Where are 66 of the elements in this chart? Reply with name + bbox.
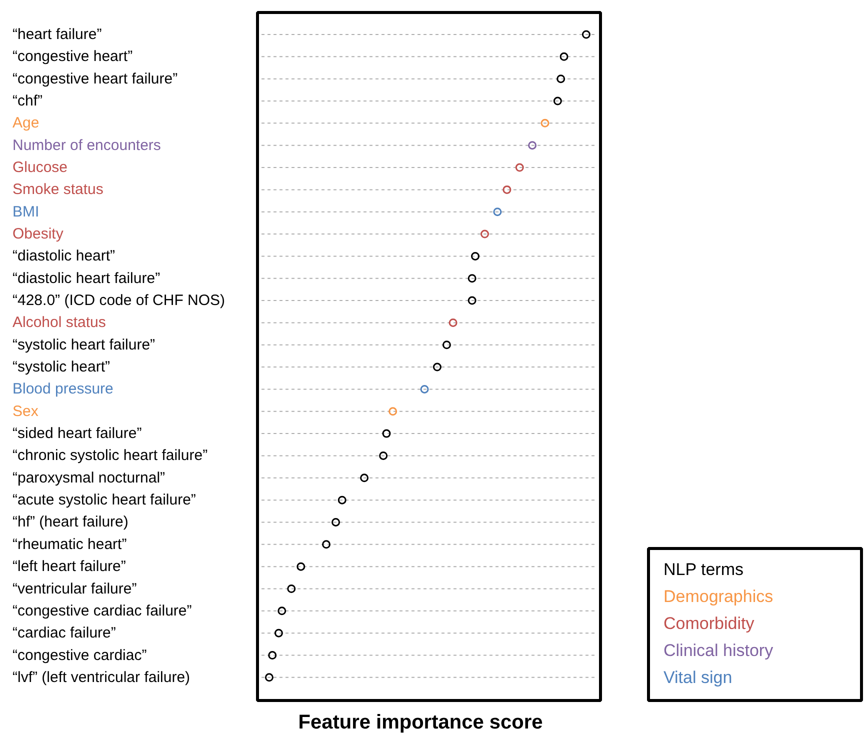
y-tick-label: Smoke status bbox=[12, 181, 104, 198]
y-tick-label: “cardiac failure” bbox=[12, 624, 116, 642]
point bbox=[360, 474, 369, 482]
text: Comorbidity bbox=[664, 614, 755, 633]
y-tick-label: “left heart failure” bbox=[12, 558, 126, 576]
y-tick-label: BMI bbox=[12, 203, 40, 220]
point bbox=[493, 208, 502, 216]
y-tick-label: Glucose bbox=[12, 159, 68, 176]
point bbox=[468, 296, 476, 305]
point bbox=[287, 584, 296, 593]
y-tick-label: “428.0” (ICD code of CHF NOS) bbox=[12, 292, 226, 310]
point bbox=[274, 628, 283, 638]
y-tick-label: “chf” bbox=[12, 92, 43, 110]
y-tick-label: “sided heart failure” bbox=[12, 425, 142, 442]
y-tick-label: “systolic heart” bbox=[12, 358, 110, 376]
x-axis-title: Feature importance score bbox=[298, 712, 543, 734]
y-tick-label: “hf” (heart failure) bbox=[12, 514, 128, 531]
y-tick-label: “diastolic heart failure” bbox=[12, 270, 160, 287]
y-tick-label: “diastolic heart” bbox=[12, 248, 116, 265]
point bbox=[382, 429, 391, 438]
point bbox=[379, 451, 388, 460]
point bbox=[268, 651, 277, 660]
point bbox=[560, 52, 568, 61]
point bbox=[448, 318, 458, 327]
y-tick-label: “acute systolic heart failure” bbox=[12, 492, 196, 509]
point bbox=[322, 540, 331, 549]
point bbox=[515, 163, 524, 172]
point bbox=[528, 141, 537, 150]
y-tick-label: Number of encounters bbox=[12, 136, 161, 154]
point bbox=[338, 496, 346, 504]
y-tick-label: “rheumatic heart” bbox=[12, 536, 127, 553]
point bbox=[296, 562, 306, 571]
point bbox=[582, 30, 590, 39]
y-tick-label: “congestive heart” bbox=[12, 48, 133, 66]
y-tick-label: Sex bbox=[12, 402, 39, 420]
y-tick-label: “paroxysmal nocturnal” bbox=[12, 469, 166, 486]
y-tick-label: “congestive cardiac failure” bbox=[12, 602, 192, 620]
y-tick-label: “chronic systolic heart failure” bbox=[12, 447, 208, 464]
y-tick-label: Alcohol status bbox=[12, 314, 106, 332]
y-tick-label: “heart failure” bbox=[12, 26, 102, 43]
point bbox=[442, 340, 451, 350]
point bbox=[278, 606, 286, 616]
text: NLP terms bbox=[664, 560, 744, 579]
point bbox=[432, 362, 442, 372]
point bbox=[502, 185, 512, 194]
y-tick-label: “ventricular failure” bbox=[12, 580, 137, 598]
point bbox=[540, 118, 550, 128]
point bbox=[332, 518, 340, 526]
point bbox=[480, 230, 490, 238]
y-tick-label: Blood pressure bbox=[12, 380, 114, 398]
point bbox=[420, 384, 429, 394]
y-tick-label: Age bbox=[12, 114, 40, 132]
point bbox=[264, 673, 274, 682]
y-tick-label: “congestive heart failure” bbox=[12, 70, 178, 88]
y-tick-label: “lvf” (left ventricular failure) bbox=[12, 668, 190, 686]
point bbox=[468, 274, 476, 283]
text: Demographics bbox=[664, 587, 774, 606]
y-tick-label: “congestive cardiac” bbox=[12, 646, 147, 664]
point bbox=[553, 96, 562, 106]
point bbox=[388, 407, 398, 416]
text: Clinical history bbox=[664, 641, 774, 660]
y-tick-label: Obesity bbox=[12, 226, 64, 243]
point bbox=[471, 252, 480, 260]
text: Vital sign bbox=[664, 668, 732, 687]
point bbox=[556, 74, 566, 84]
y-tick-label: “systolic heart failure” bbox=[12, 336, 156, 354]
